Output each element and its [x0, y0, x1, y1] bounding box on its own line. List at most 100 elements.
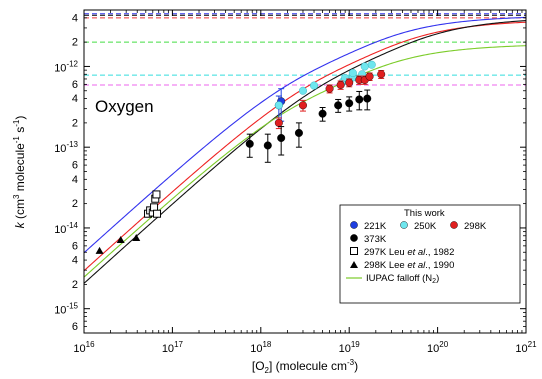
data-point [325, 84, 334, 93]
data-point [294, 128, 303, 137]
y-minor-tick-label: 4 [72, 12, 78, 24]
y-minor-tick-label: 4 [72, 93, 78, 105]
y-tick-base: 10 [54, 62, 66, 74]
legend-label-lee: 298K Lee et al., 1990 [364, 260, 454, 271]
x-tick-label: 1020 [427, 340, 449, 355]
y-minor-tick-label: 6 [72, 321, 78, 333]
y-axis-title-g: ) [13, 116, 27, 120]
y-minor-tick-label: 4 [72, 174, 78, 186]
y-minor-tick-label: 6 [72, 240, 78, 252]
legend-label-leu: 297K Leu et al., 1982 [364, 247, 454, 258]
y-tick-label: 10-15 [54, 302, 78, 317]
y-minor-tick-label: 6 [72, 79, 78, 91]
data-point [153, 209, 162, 218]
y-minor-tick-label: 4 [72, 255, 78, 267]
data-point [274, 101, 283, 110]
axis-ticks: 1016 1017 1018 1019 1020 102110-1510-1410-131… [54, 9, 537, 355]
x-tick-exp: 17 [174, 340, 183, 349]
legend-label-iupac: IUPAC falloff (N2) [366, 273, 439, 285]
fit-curve-0 [84, 16, 526, 254]
y-axis-title-f: -1 [12, 119, 21, 127]
y-tick-base: 10 [54, 143, 66, 155]
legend-label-lee-a: 298K Lee [364, 260, 407, 271]
legend-label-leu-b: et al [407, 247, 426, 258]
legend-label-250k: 250K [414, 221, 437, 232]
data-point [116, 235, 125, 243]
legend-label-lee-b: et al [407, 260, 426, 271]
legend-label-iupac-c: ) [436, 273, 439, 284]
y-axis-title-a: (cm [13, 199, 27, 222]
y-tick-label: 10-13 [54, 140, 78, 155]
y-tick-base: 10 [54, 305, 66, 317]
y-minor-tick-label: 2 [72, 279, 78, 291]
x-axis-title-sub: 2 [265, 366, 270, 375]
data-point [377, 70, 386, 79]
y-tick-label: 10-14 [54, 221, 78, 236]
y-minor-tick-label: 2 [72, 198, 78, 210]
data-point [367, 60, 376, 69]
legend: This work 221K 250K 298K 373K 297K Leu e… [339, 204, 521, 304]
panel-label: Oxygen [95, 97, 154, 116]
legend-box [339, 204, 521, 304]
x-tick-base: 10 [339, 343, 351, 355]
data-point [277, 133, 286, 142]
y-axis-title-k: k [13, 221, 27, 228]
data-point [274, 118, 283, 127]
x-tick-base: 10 [73, 343, 85, 355]
data-point [363, 94, 372, 103]
y-axis-title-d: -1 [12, 136, 21, 144]
x-tick-exp: 16 [86, 340, 95, 349]
x-axis-title-end: ) [354, 359, 358, 373]
legend-title: This work [404, 208, 445, 219]
y-axis-title-c: molecule [13, 143, 27, 195]
x-axis-title-main: [O [252, 359, 265, 373]
x-tick-base: 10 [250, 343, 262, 355]
data-point [318, 109, 327, 118]
data-point [132, 234, 141, 242]
y-tick-base: 10 [54, 224, 66, 236]
data-points [95, 60, 386, 254]
x-tick-label: 1021 [515, 340, 537, 355]
data-point [95, 246, 104, 254]
legend-marker-250k [400, 221, 408, 229]
data-point [355, 95, 364, 104]
legend-label-iupac-a: IUPAC falloff (N [366, 273, 432, 284]
x-axis-title: [O2] (molecule cm-3) [252, 358, 358, 375]
data-point [360, 62, 369, 71]
legend-label-leu-a: 297K Leu [364, 247, 407, 258]
x-tick-exp: 18 [262, 340, 271, 349]
y-tick-exp: -15 [66, 302, 78, 311]
x-tick-label: 1017 [162, 340, 184, 355]
y-axis-title-e: s [13, 127, 27, 136]
y-axis-title-b: 3 [12, 194, 21, 199]
data-point [345, 78, 354, 87]
y-tick-exp: -14 [66, 221, 78, 230]
x-axis-title-rest: ] (molecule cm [269, 359, 347, 373]
x-tick-base: 10 [162, 343, 174, 355]
data-point [298, 101, 307, 110]
data-point [336, 80, 345, 89]
legend-marker-221k [350, 221, 358, 229]
y-tick-exp: -12 [66, 59, 78, 68]
x-tick-label: 1018 [250, 340, 272, 355]
legend-label-leu-c: ., 1982 [425, 247, 454, 258]
data-point [348, 68, 357, 77]
legend-marker-373k [350, 234, 358, 242]
y-minor-tick-label: 6 [72, 160, 78, 172]
legend-label-iupac-b: 2 [432, 278, 436, 285]
x-tick-exp: 20 [439, 340, 448, 349]
x-tick-label: 1016 [73, 340, 95, 355]
data-point [365, 72, 374, 81]
y-axis-title: k (cm3 molecule-1 s-1) [12, 116, 27, 229]
legend-label-lee-c: ., 1990 [425, 260, 454, 271]
data-point [263, 141, 272, 150]
data-point [245, 139, 254, 148]
data-point [334, 101, 343, 110]
x-tick-base: 10 [515, 343, 527, 355]
legend-marker-lee [350, 261, 358, 268]
x-axis-title-sup: -3 [347, 358, 355, 367]
x-tick-exp: 21 [528, 340, 537, 349]
legend-marker-leu [350, 247, 358, 255]
legend-label-298k: 298K [464, 221, 487, 232]
